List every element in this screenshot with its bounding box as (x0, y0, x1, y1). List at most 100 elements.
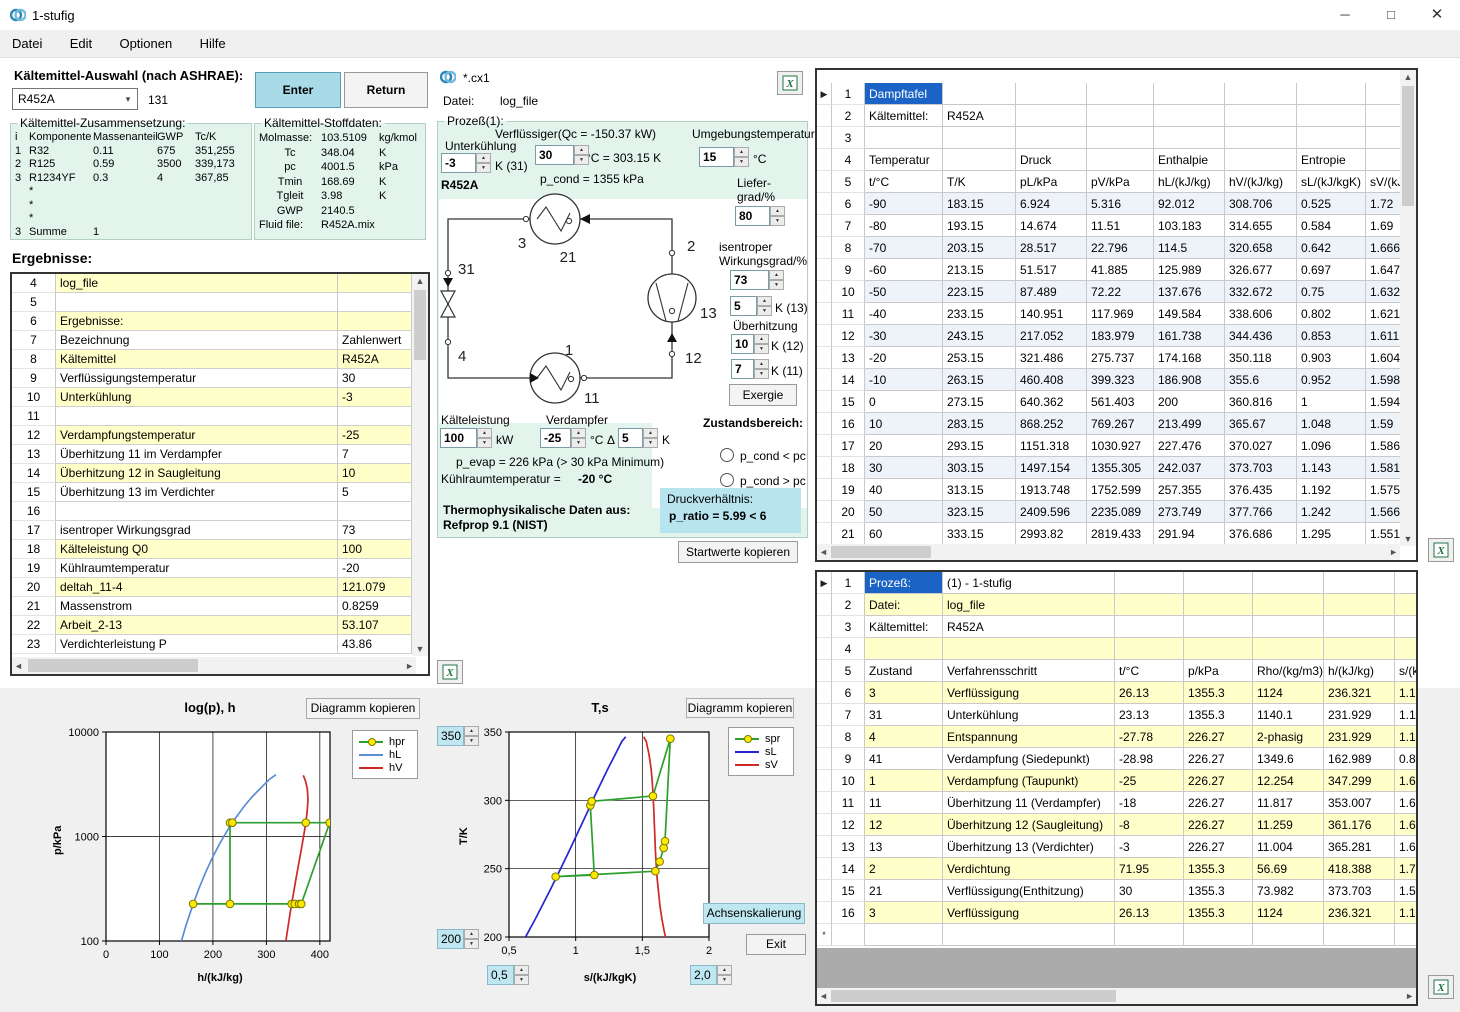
table-cell[interactable]: Rho/(kg/m3) (1253, 660, 1324, 682)
table-cell[interactable] (943, 149, 1016, 171)
table-cell[interactable]: 92.012 (1154, 193, 1225, 215)
table-cell[interactable]: Überhitzung 13 im Verdichter (56, 483, 338, 502)
radio-pcond-greater[interactable]: p_cond > pc (720, 473, 806, 488)
table-cell[interactable]: 30 (1115, 880, 1184, 902)
row-number[interactable]: 8 (832, 237, 865, 259)
table-cell[interactable]: -3 (1115, 836, 1184, 858)
table-cell[interactable]: 26.13 (1115, 902, 1184, 924)
table-cell[interactable] (1087, 127, 1154, 149)
row-number[interactable]: 7 (832, 704, 865, 726)
table-cell[interactable]: Verdampfungstemperatur (56, 426, 338, 445)
delta-spinner[interactable]: 5 ▲ ▼ (618, 428, 658, 448)
table-cell[interactable]: 303.15 (943, 457, 1016, 479)
row-number[interactable]: 4 (832, 638, 865, 660)
row-number[interactable]: 10 (12, 388, 56, 407)
row-number[interactable]: 2 (832, 594, 865, 616)
menu-optionen[interactable]: Optionen (119, 36, 173, 51)
row-number[interactable]: 20 (12, 578, 56, 597)
table-cell[interactable]: 347.299 (1324, 770, 1395, 792)
row-number[interactable]: 12 (832, 814, 865, 836)
table-cell[interactable]: Verdichterleistung P (56, 635, 338, 654)
table-cell[interactable] (1253, 572, 1324, 594)
table-cell[interactable]: 217.052 (1016, 325, 1087, 347)
table-cell[interactable]: 1.63 (1395, 792, 1416, 814)
table-cell[interactable]: 0 (865, 391, 943, 413)
table-cell[interactable] (1297, 83, 1366, 105)
table-cell[interactable]: 22.796 (1087, 237, 1154, 259)
spin-up-button[interactable]: ▲ (464, 726, 479, 736)
table-cell[interactable] (1184, 572, 1253, 594)
table-cell[interactable]: 125.989 (1154, 259, 1225, 281)
table-cell[interactable]: deltah_11-4 (56, 578, 338, 597)
table-cell[interactable]: 31 (865, 704, 943, 726)
ts-xmax-spinner[interactable]: 2,0 ▲ ▼ (690, 965, 732, 985)
table-cell[interactable]: 213.15 (943, 259, 1016, 281)
table-cell[interactable]: 313.15 (943, 479, 1016, 501)
table-cell[interactable]: t/°C (1115, 660, 1184, 682)
minimize-button[interactable]: ─ (1340, 7, 1350, 22)
row-number[interactable]: 23 (12, 635, 56, 654)
table-cell[interactable]: Verdampfung (Taupunkt) (943, 770, 1115, 792)
table-cell[interactable]: 242.037 (1154, 457, 1225, 479)
table-cell[interactable]: -20 (338, 559, 412, 578)
spin-up-button[interactable]: ▲ (754, 334, 769, 344)
isentropic-spinner[interactable]: 73 ▲ ▼ (730, 270, 784, 290)
table-cell[interactable]: 12 (865, 814, 943, 836)
spin-up-button[interactable]: ▲ (476, 153, 491, 163)
table-cell[interactable]: Verdampfung (Siedepunkt) (943, 748, 1115, 770)
table-cell[interactable]: R452A (338, 350, 412, 369)
table-cell[interactable]: 1140.1 (1253, 704, 1324, 726)
table-cell[interactable]: Entspannung (943, 726, 1115, 748)
exergie-button[interactable]: Exergie (729, 384, 797, 406)
row-number[interactable]: 11 (832, 303, 865, 325)
table-cell[interactable]: 226.27 (1184, 726, 1253, 748)
return-button[interactable]: Return (344, 72, 428, 108)
table-cell[interactable]: 174.168 (1154, 347, 1225, 369)
table-cell[interactable]: Verflüssigung (943, 902, 1115, 924)
table-cell[interactable] (1297, 127, 1366, 149)
maximize-button[interactable]: □ (1387, 7, 1395, 22)
table-cell[interactable]: 326.677 (1225, 259, 1297, 281)
spin-down-button[interactable]: ▼ (717, 975, 732, 985)
spin-down-button[interactable]: ▼ (734, 157, 749, 167)
startwerte-button[interactable]: Startwerte kopieren (678, 541, 798, 563)
table-cell[interactable]: 231.929 (1324, 726, 1395, 748)
table-cell[interactable]: R452A (943, 616, 1115, 638)
spin-up-button[interactable]: ▲ (717, 965, 732, 975)
table-cell[interactable]: Zahlenwert (338, 331, 412, 350)
enter-button[interactable]: Enter (255, 72, 341, 108)
row-number[interactable]: 18 (12, 540, 56, 559)
spin-down-button[interactable]: ▼ (574, 155, 589, 165)
table-cell[interactable]: 11.817 (1253, 792, 1324, 814)
table-cell[interactable]: 10 (865, 413, 943, 435)
table-cell[interactable]: h/(kJ/kg) (1324, 660, 1395, 682)
table-cell[interactable]: Kälteleistung Q0 (56, 540, 338, 559)
table-cell[interactable]: 257.355 (1154, 479, 1225, 501)
row-number[interactable]: 21 (832, 523, 865, 545)
table-cell[interactable]: -18 (1115, 792, 1184, 814)
steam-vertical-scrollbar[interactable]: ▲ ▼ (1400, 70, 1416, 546)
table-cell[interactable]: 30 (865, 457, 943, 479)
row-number[interactable]: 16 (832, 413, 865, 435)
table-cell[interactable]: 3 (865, 682, 943, 704)
spin-up-button[interactable]: ▲ (464, 929, 479, 939)
table-cell[interactable]: 41 (865, 748, 943, 770)
table-cell[interactable]: 418.388 (1324, 858, 1395, 880)
table-cell[interactable]: Bezeichnung (56, 331, 338, 350)
row-number[interactable]: 21 (12, 597, 56, 616)
table-cell[interactable]: 0.642 (1297, 237, 1366, 259)
table-cell[interactable]: 273.15 (943, 391, 1016, 413)
row-number[interactable]: 2 (832, 105, 865, 127)
spin-down-button[interactable]: ▼ (757, 306, 772, 316)
excel-export-button-steam[interactable]: X (1428, 538, 1454, 562)
table-cell[interactable]: 1.67 (1395, 836, 1416, 858)
table-cell[interactable]: 399.323 (1087, 369, 1154, 391)
table-cell[interactable] (1395, 638, 1416, 660)
row-number[interactable]: 20 (832, 501, 865, 523)
spin-up-button[interactable]: ▲ (754, 359, 769, 369)
table-cell[interactable]: 200 (1154, 391, 1225, 413)
table-cell[interactable]: Überhitzung 11 im Verdampfer (56, 445, 338, 464)
cond-temp-spinner[interactable]: 30 ▲ ▼ (535, 145, 589, 165)
row-number[interactable]: 9 (832, 259, 865, 281)
table-cell[interactable]: 100 (338, 540, 412, 559)
